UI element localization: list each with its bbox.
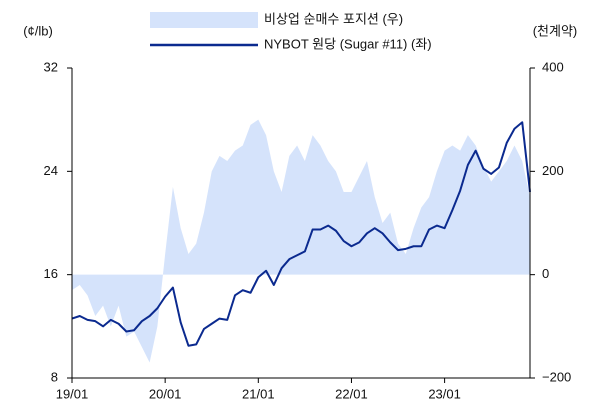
y2-tick-label: −200 — [542, 369, 571, 384]
y-tick-label: 24 — [44, 163, 58, 178]
line — [71, 121, 531, 347]
y2-axis-label: (천계약) — [533, 23, 578, 38]
legend-label: NYBOT 원당 (Sugar #11) (좌) — [264, 36, 432, 51]
x-tick-label: 20/01 — [149, 386, 182, 401]
x-tick-label: 19/01 — [56, 386, 89, 401]
area — [72, 119, 530, 363]
x-tick-label: 21/01 — [242, 386, 275, 401]
legend-swatch — [150, 12, 258, 28]
y2-tick-label: 200 — [542, 163, 564, 178]
x-tick-label: 23/01 — [428, 386, 461, 401]
x-tick-label: 22/01 — [335, 386, 368, 401]
y-tick-label: 16 — [44, 266, 58, 281]
legend-label: 비상업 순매수 포지션 (우) — [264, 11, 403, 26]
y-tick-label: 8 — [51, 369, 58, 384]
y-tick-label: 32 — [44, 59, 58, 74]
y-axis-label: (¢/lb) — [23, 23, 53, 38]
y2-tick-label: 400 — [542, 59, 564, 74]
y2-tick-label: 0 — [542, 266, 549, 281]
